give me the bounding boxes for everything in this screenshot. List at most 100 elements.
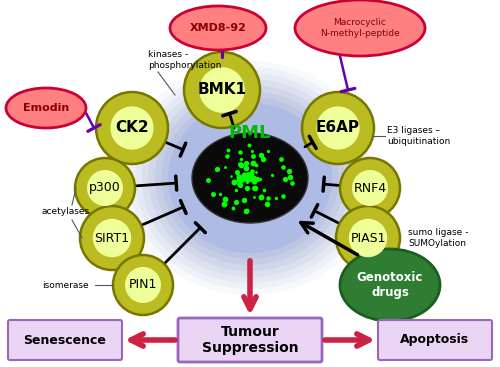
Text: RNF4: RNF4 [354,182,386,195]
Circle shape [87,170,123,206]
Text: Senescence: Senescence [24,334,106,346]
Point [250,185,258,191]
Point [285,168,293,174]
Circle shape [93,219,131,257]
Point [252,163,260,168]
Circle shape [352,170,388,206]
Point [286,174,294,179]
Circle shape [349,219,387,257]
Text: Emodin: Emodin [23,103,69,113]
Point [248,153,256,159]
Ellipse shape [128,67,372,289]
Point [242,160,250,166]
Text: SIRT1: SIRT1 [94,232,130,244]
Point [256,152,264,158]
Text: sumo ligase -
SUMOylation: sumo ligase - SUMOylation [408,228,469,248]
Circle shape [316,106,360,150]
Circle shape [113,255,173,315]
Text: p300: p300 [89,182,121,195]
Point [230,179,238,185]
Circle shape [302,92,374,164]
Point [264,195,272,200]
Point [244,177,252,183]
Point [236,149,244,155]
Ellipse shape [170,6,266,50]
Text: CK2: CK2 [115,120,149,135]
Text: E6AP: E6AP [316,120,360,135]
Ellipse shape [340,249,440,321]
Text: PML: PML [229,124,271,142]
Point [247,175,255,181]
Ellipse shape [295,0,425,56]
Point [252,177,260,182]
Point [220,196,228,201]
Point [226,173,234,179]
Circle shape [199,67,245,113]
Circle shape [80,206,144,270]
Ellipse shape [168,103,332,253]
FancyBboxPatch shape [8,320,122,360]
Point [204,177,212,183]
Point [250,185,258,191]
Ellipse shape [6,88,86,128]
Point [237,156,245,162]
Point [278,164,286,170]
Circle shape [96,92,168,164]
FancyBboxPatch shape [378,320,492,360]
Point [288,180,296,186]
Point [272,195,280,201]
Point [224,153,232,159]
Point [243,179,251,185]
Circle shape [340,158,400,218]
Point [244,171,252,177]
Point [259,156,267,162]
Point [281,176,289,182]
Point [242,165,250,171]
Point [228,205,236,211]
Text: PIN1: PIN1 [129,279,157,291]
Point [239,177,247,182]
Text: kinases -
phosphorylation: kinases - phosphorylation [148,50,222,70]
Text: Genotoxic
drugs: Genotoxic drugs [357,271,423,299]
Point [240,172,248,178]
Point [236,182,244,188]
Point [250,178,258,184]
Point [246,174,254,180]
Point [248,148,256,154]
Point [236,181,244,187]
Point [244,185,252,191]
Point [250,175,258,181]
Point [216,190,224,196]
Point [244,176,252,182]
Point [208,191,216,197]
Point [232,169,240,175]
Point [244,172,252,178]
Ellipse shape [168,103,332,253]
Point [250,194,258,200]
Point [243,177,251,183]
Point [221,164,229,170]
Point [276,156,284,161]
Point [247,177,255,182]
Text: acetylases: acetylases [42,207,90,217]
Point [232,187,239,193]
Text: XMD8-92: XMD8-92 [190,23,246,33]
Ellipse shape [155,91,345,265]
Point [240,173,248,179]
FancyBboxPatch shape [178,318,322,362]
Point [260,187,268,193]
Text: PIAS1: PIAS1 [350,232,386,244]
Point [249,160,257,166]
Circle shape [75,158,135,218]
Point [234,171,241,177]
Point [244,171,252,177]
Point [252,169,260,175]
Point [224,147,232,153]
Circle shape [125,267,161,303]
Point [236,161,244,167]
Circle shape [110,106,154,150]
Ellipse shape [135,73,365,283]
Text: Tumour
Suppression: Tumour Suppression [202,325,298,355]
Point [263,201,271,207]
Point [243,172,251,178]
